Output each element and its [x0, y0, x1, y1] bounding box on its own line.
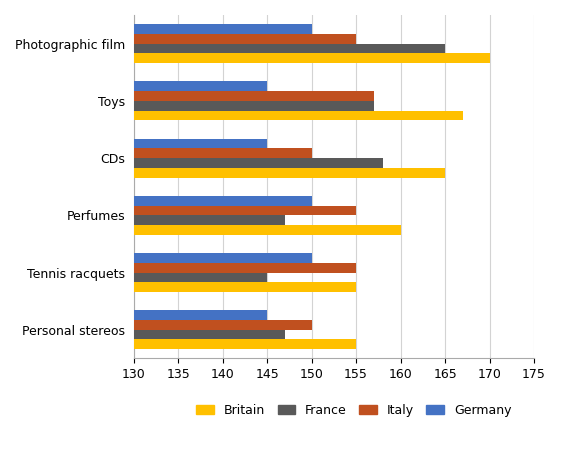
Bar	[134, 101, 374, 110]
Bar	[134, 206, 356, 215]
Bar	[134, 53, 490, 63]
Bar	[134, 110, 463, 120]
Bar	[134, 81, 267, 91]
Bar	[134, 225, 401, 235]
Bar	[134, 43, 445, 53]
Bar	[134, 339, 356, 349]
Bar	[134, 24, 311, 34]
Bar	[134, 158, 383, 168]
Bar	[134, 263, 356, 272]
Legend: Britain, France, Italy, Germany: Britain, France, Italy, Germany	[191, 399, 517, 422]
Bar	[134, 310, 267, 320]
Bar	[134, 215, 285, 225]
Bar	[134, 34, 356, 43]
Bar	[134, 330, 285, 339]
Bar	[134, 168, 445, 177]
Bar	[134, 320, 311, 330]
Bar	[134, 139, 267, 148]
Bar	[134, 91, 374, 101]
Bar	[134, 196, 311, 206]
Bar	[134, 253, 311, 263]
Bar	[134, 148, 311, 158]
Bar	[134, 282, 356, 292]
Bar	[134, 272, 267, 282]
